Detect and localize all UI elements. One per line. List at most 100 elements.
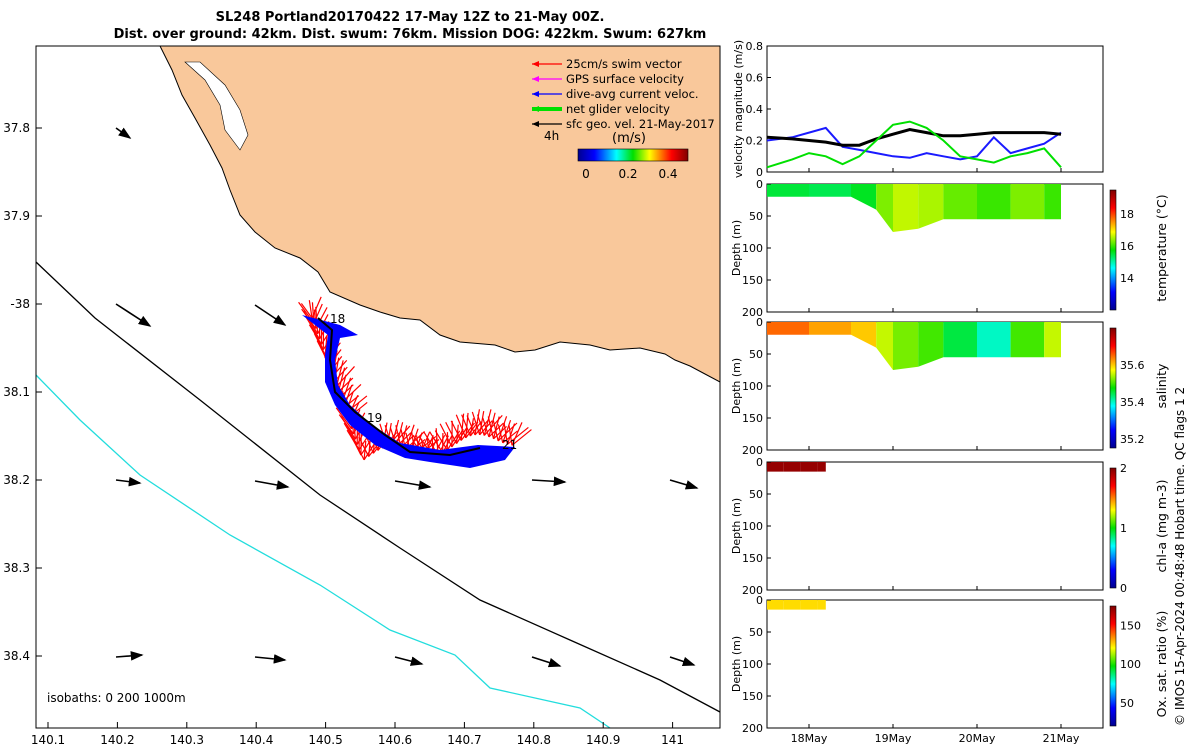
profile-ytick-label: 50	[749, 626, 763, 639]
swim-vector	[479, 411, 485, 435]
profile-cell	[817, 600, 826, 610]
profile-colorbar	[1109, 189, 1117, 311]
map-xtick-label: 140.4	[239, 733, 273, 747]
profile-colorbar	[1109, 327, 1117, 449]
chart-title-line1: SL248 Portland20170422 17-May 12Z to 21-…	[215, 10, 605, 25]
profile-ylabel: Depth (m)	[730, 358, 743, 414]
profile-cell	[783, 600, 801, 610]
swim-vector	[439, 423, 453, 448]
map-xtick-label: 140.9	[586, 733, 620, 747]
geostrophic-arrow	[115, 303, 152, 327]
velocity-ytick-label: 0.2	[746, 135, 764, 148]
legend-arrowhead	[532, 61, 539, 67]
swim-vector	[483, 409, 492, 436]
profile-xtick-label: 20May	[959, 732, 996, 745]
velocity-series-blue	[766, 126, 1062, 161]
map-xtick-label: 140.5	[308, 733, 342, 747]
profile-ytick-label: 0	[756, 178, 763, 191]
geostrophic-arrow	[669, 656, 696, 667]
glider-track	[317, 317, 481, 457]
swim-vector	[300, 303, 313, 319]
profile-ytick-label: 150	[742, 552, 763, 565]
colorbar-label: Ox. sat. ratio (%)	[1154, 611, 1169, 718]
legend-label: 25cm/s swim vector	[566, 57, 682, 71]
swim-vector	[429, 431, 444, 454]
profile-xtick-label: 21May	[1043, 732, 1080, 745]
profile-cell	[783, 462, 801, 472]
profile-ytick-label: 100	[742, 658, 763, 671]
colorbar-label: temperature (°C)	[1154, 194, 1169, 301]
legend-arrowhead	[532, 121, 539, 127]
profile-ylabel: Depth (m)	[730, 498, 743, 554]
profile-cell	[977, 184, 1011, 220]
profile-ytick-label: 0	[756, 594, 763, 607]
swim-vector	[434, 430, 448, 451]
geostrophic-arrow	[254, 480, 290, 490]
swim-vector	[488, 412, 496, 438]
profile-cell	[893, 184, 919, 232]
colorbar-label: salinity	[1154, 363, 1169, 408]
colorbar-tick-label: 2	[1120, 462, 1127, 475]
swim-vector	[502, 419, 512, 444]
current-velocity-band	[302, 315, 515, 468]
profile-cell	[1044, 322, 1061, 358]
legend-arrowhead	[532, 91, 539, 97]
profile-cell	[767, 462, 784, 472]
geostrophic-vectors	[115, 127, 699, 668]
map-ytick-label: 38.4	[3, 649, 30, 663]
velocity-ytick-label: 0.4	[746, 103, 764, 116]
legend-colorbar-tick: 0.4	[658, 167, 677, 181]
swim-vector	[461, 414, 471, 437]
profile-cell	[851, 322, 877, 348]
map-ytick-label: -38	[10, 297, 30, 311]
swim-vector	[492, 416, 500, 439]
colorbar-tick-label: 100	[1120, 658, 1141, 671]
colorbar-tick-label: 35.2	[1120, 433, 1145, 446]
map-xtick-label: 140.7	[447, 733, 481, 747]
profile-cell	[943, 322, 977, 358]
map-axes	[35, 45, 721, 729]
colorbar-tick-label: 150	[1120, 619, 1141, 632]
geostrophic-arrow	[531, 476, 567, 487]
land-mass	[159, 45, 721, 383]
legend-colorbar	[577, 148, 689, 162]
map-xtick-label: 140.1	[31, 733, 65, 747]
swim-vector	[471, 411, 481, 435]
colorbar-tick-label: 18	[1120, 208, 1134, 221]
geostrophic-arrow	[254, 654, 287, 664]
colorbar-tick-label: 0	[1120, 582, 1127, 595]
day-label-21: 21	[502, 438, 517, 452]
profile-cell	[943, 184, 977, 220]
swim-vector	[508, 425, 513, 446]
isobaths-label: isobaths: 0 200 1000m	[47, 691, 186, 705]
geostrophic-arrow	[254, 304, 287, 326]
geostrophic-arrow	[394, 656, 424, 666]
map-xtick-label: 140.8	[517, 733, 551, 747]
swim-vector	[324, 335, 328, 355]
profile-ytick-label: 150	[742, 274, 763, 287]
legend-colorbar-tick: 0.2	[618, 167, 637, 181]
profile-ylabel: Depth (m)	[730, 636, 743, 692]
swim-vector	[466, 415, 476, 436]
profile-ytick-label: 100	[742, 242, 763, 255]
map-xtick-label: 140.6	[378, 733, 412, 747]
legend-unit-label: (m/s)	[612, 131, 646, 146]
colorbar-label: chl-a (mg m-3)	[1154, 480, 1169, 573]
velocity-ytick-label: 0	[756, 166, 763, 179]
swim-vector	[308, 300, 313, 319]
profile-cell	[1044, 184, 1061, 220]
swim-vector	[474, 409, 481, 436]
profile-ytick-label: 100	[742, 520, 763, 533]
swim-vector	[335, 407, 353, 430]
velocity-ytick-label: 0.8	[746, 40, 764, 53]
swim-vector	[497, 416, 508, 442]
profile-cell	[876, 322, 893, 370]
velocity-ytick-label: 0.6	[746, 72, 764, 85]
map-ytick-label: 38.2	[3, 473, 30, 487]
map-xtick-label: 141	[661, 733, 684, 747]
swim-vector	[303, 310, 319, 335]
swim-vector	[450, 420, 462, 441]
profile-cell	[809, 322, 851, 335]
profile-ytick-label: 0	[756, 316, 763, 329]
